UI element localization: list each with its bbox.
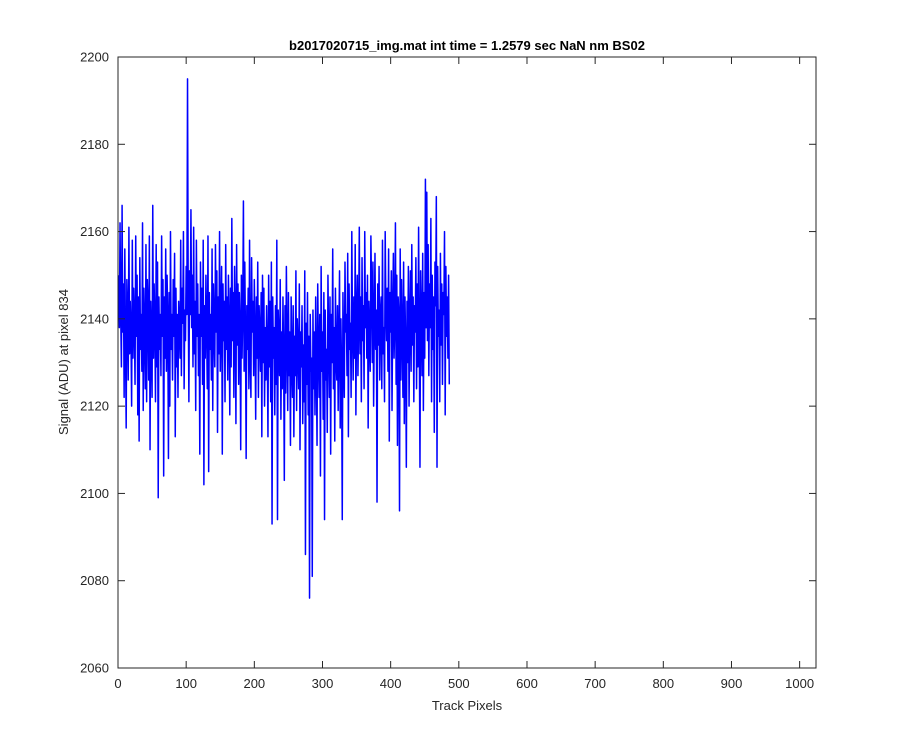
x-tick-label: 100 xyxy=(175,676,197,691)
x-tick-label: 800 xyxy=(652,676,674,691)
x-tick-label: 500 xyxy=(448,676,470,691)
x-tick-label: 300 xyxy=(312,676,334,691)
signal-series-line xyxy=(117,78,451,599)
x-tick-label: 600 xyxy=(516,676,538,691)
y-tick-label: 2080 xyxy=(80,573,109,588)
y-tick-label: 2200 xyxy=(80,50,109,65)
x-tick-label: 400 xyxy=(380,676,402,691)
x-tick-label: 900 xyxy=(721,676,743,691)
y-tick-label: 2140 xyxy=(80,311,109,326)
x-axis-ticks: 0 100 200 300 400 500 600 700 800 900 1000 xyxy=(114,57,814,691)
y-tick-label: 2160 xyxy=(80,224,109,239)
y-tick-label: 2180 xyxy=(80,137,109,152)
y-axis-ticks: 2060 2080 2100 2120 2140 2160 2180 2200 xyxy=(80,50,816,676)
y-tick-label: 2060 xyxy=(80,661,109,676)
y-axis-label: Signal (ADU) at pixel 834 xyxy=(56,289,71,435)
x-tick-label: 700 xyxy=(584,676,606,691)
x-tick-label: 0 xyxy=(114,676,121,691)
axes-box xyxy=(117,56,817,669)
y-tick-label: 2120 xyxy=(80,399,109,414)
chart-title: b2017020715_img.mat int time = 1.2579 se… xyxy=(289,38,645,53)
x-tick-label: 200 xyxy=(243,676,265,691)
y-tick-label: 2100 xyxy=(80,486,109,501)
x-axis-label: Track Pixels xyxy=(432,698,503,713)
x-tick-label: 1000 xyxy=(785,676,814,691)
